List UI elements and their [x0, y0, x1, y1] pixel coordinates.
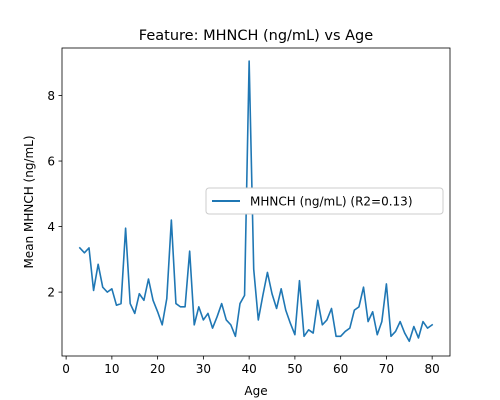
- x-axis: 0 10 20 30 40 50 60 70 80: [62, 356, 440, 376]
- y-axis-label: Mean MHNCH (ng/mL): [22, 135, 36, 268]
- x-tick-label: 50: [287, 362, 302, 376]
- plot-area: [78, 60, 434, 343]
- y-tick-label: 6: [47, 155, 55, 169]
- y-tick-label: 8: [47, 89, 55, 103]
- x-tick-label: 40: [241, 362, 256, 376]
- x-tick-label: 20: [150, 362, 165, 376]
- x-tick-label: 70: [379, 362, 394, 376]
- x-tick-label: 0: [62, 362, 70, 376]
- x-axis-label: Age: [244, 384, 267, 398]
- legend-box: [205, 187, 444, 215]
- x-tick-label: 30: [196, 362, 211, 376]
- x-tick-label: 10: [104, 362, 119, 376]
- series-line: [78, 60, 434, 343]
- legend-label: MHNCH (ng/mL) (R2=0.13): [250, 195, 413, 209]
- x-tick-label: 60: [333, 362, 348, 376]
- y-tick-label: 2: [47, 286, 55, 300]
- legend: MHNCH (ng/mL) (R2=0.13): [205, 187, 444, 215]
- y-axis: 2 4 6 8: [47, 89, 62, 300]
- x-tick-label: 80: [425, 362, 440, 376]
- chart-title: Feature: MHNCH (ng/mL) vs Age: [139, 28, 373, 44]
- y-tick-label: 4: [47, 220, 55, 234]
- axes-frame: [61, 47, 451, 357]
